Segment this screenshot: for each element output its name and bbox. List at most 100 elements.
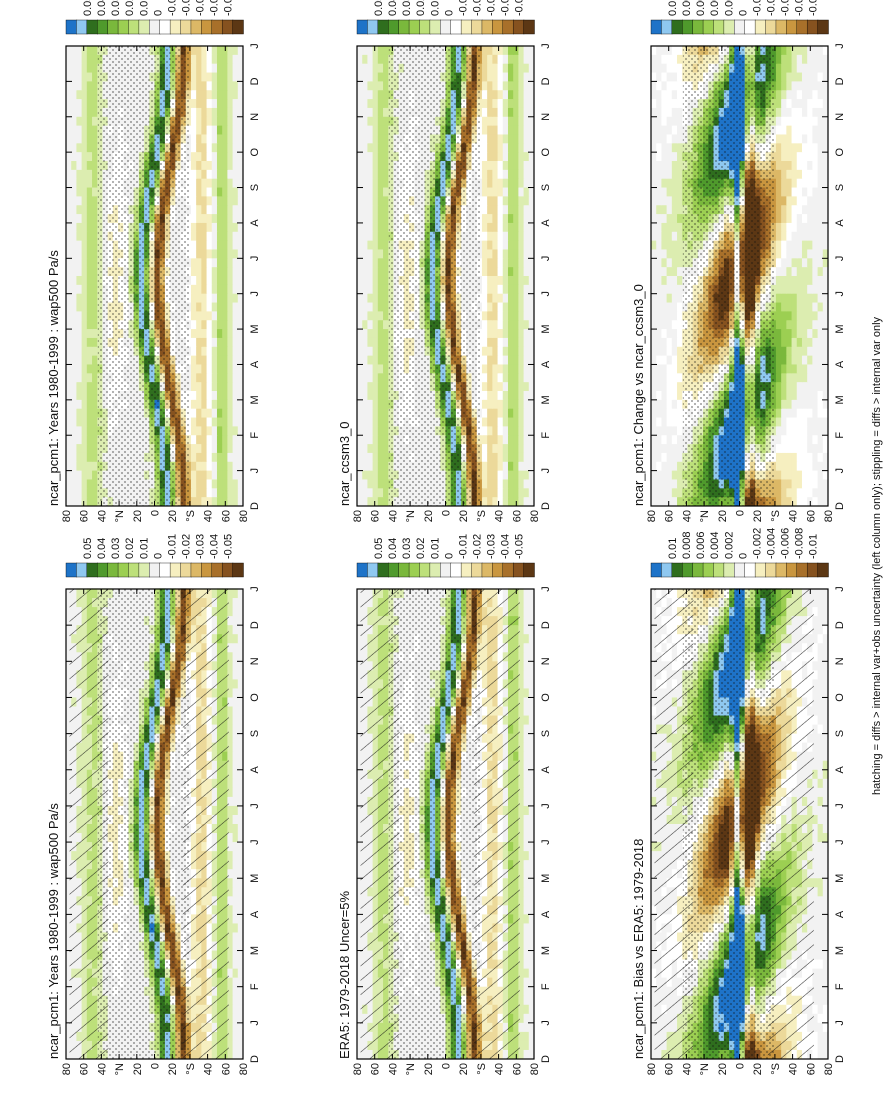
heat-cell bbox=[201, 178, 208, 188]
heat-cell bbox=[211, 478, 218, 489]
heat-cell bbox=[86, 266, 93, 276]
heat-cell bbox=[211, 98, 218, 108]
heat-cell bbox=[227, 381, 234, 391]
heat-cell bbox=[86, 434, 93, 445]
heat-cell bbox=[66, 151, 72, 161]
heat-cell bbox=[232, 54, 239, 64]
heat-cell bbox=[237, 642, 244, 653]
heat-cell bbox=[227, 496, 234, 506]
colorbar-swatch bbox=[117, 562, 130, 578]
heat-cell bbox=[523, 814, 530, 824]
heat-cell bbox=[92, 178, 98, 188]
heat-cell bbox=[201, 151, 208, 161]
x-tick-label: A bbox=[249, 765, 261, 773]
heat-cell bbox=[92, 54, 98, 64]
heat-cell bbox=[216, 443, 223, 453]
heat-cell bbox=[81, 116, 88, 126]
heat-cell bbox=[201, 443, 208, 453]
heat-cell bbox=[237, 615, 244, 626]
heat-cell bbox=[201, 275, 208, 285]
heat-cell bbox=[227, 416, 234, 427]
heat-cell bbox=[196, 381, 202, 391]
colorbar-label: -0.03 bbox=[194, 0, 206, 16]
heat-cell bbox=[92, 133, 98, 144]
heat-cell bbox=[211, 213, 218, 223]
heat-cell bbox=[216, 186, 223, 197]
heat-cell bbox=[232, 222, 239, 232]
heat-cell bbox=[232, 257, 239, 268]
heat-cell bbox=[196, 293, 202, 303]
heat-cell bbox=[201, 80, 208, 91]
panel-title: ncar_pcm1: Years 1980-1999 : wap500 Pa/s bbox=[46, 803, 61, 1059]
heat-cell bbox=[216, 355, 223, 365]
heat-cell bbox=[222, 63, 228, 73]
heat-cell bbox=[81, 301, 88, 312]
heat-cell bbox=[222, 195, 228, 206]
heat-cell bbox=[92, 381, 98, 391]
heat-cell bbox=[216, 248, 223, 259]
heat-cell bbox=[206, 54, 213, 64]
heat-cell bbox=[237, 633, 244, 644]
heat-cell bbox=[66, 381, 72, 391]
heat-cell bbox=[86, 328, 93, 338]
y-tick-label: 0 bbox=[150, 1063, 162, 1069]
heat-cell bbox=[232, 633, 239, 644]
heat-cell bbox=[76, 416, 83, 427]
heat-cell bbox=[76, 54, 83, 64]
colorbar-label: 0.05 bbox=[82, 538, 94, 559]
heat-cell bbox=[237, 1022, 244, 1032]
heat-cell bbox=[196, 151, 202, 161]
x-tick-label: M bbox=[249, 874, 261, 883]
colorbar-swatch bbox=[128, 562, 140, 578]
heat-cell bbox=[232, 995, 239, 1005]
heat-cell bbox=[92, 319, 98, 330]
heat-cell bbox=[211, 310, 218, 321]
heat-cell bbox=[227, 293, 234, 303]
heat-cell bbox=[71, 346, 78, 356]
heat-cell bbox=[76, 487, 83, 498]
heat-cell bbox=[66, 266, 72, 276]
heat-cell bbox=[206, 284, 213, 294]
colorbar-label: 0 bbox=[152, 10, 164, 16]
heat-cell bbox=[190, 71, 197, 82]
heat-cell bbox=[206, 390, 213, 400]
heat-cell bbox=[232, 71, 239, 82]
heat-cell bbox=[211, 381, 218, 391]
heat-cell bbox=[232, 213, 239, 223]
heat-cell bbox=[71, 151, 78, 161]
heat-cell bbox=[196, 328, 202, 338]
heat-cell bbox=[232, 408, 239, 418]
chart-panel: ncar_pcm1: Years 1980-1999 : wap500 Pa/s… bbox=[46, 0, 261, 522]
heat-cell bbox=[86, 293, 93, 303]
heat-cell bbox=[190, 390, 197, 400]
x-tick-label: F bbox=[249, 432, 261, 439]
heat-cell bbox=[190, 346, 197, 356]
heat-cell bbox=[523, 796, 530, 806]
heat-cell bbox=[76, 425, 83, 436]
heat-cell bbox=[232, 470, 239, 480]
heat-cell bbox=[232, 443, 239, 453]
heat-cell bbox=[66, 257, 72, 268]
heat-cell bbox=[86, 257, 93, 268]
heat-cell bbox=[76, 213, 83, 223]
heat-cell bbox=[206, 204, 213, 215]
heat-cell bbox=[227, 178, 234, 188]
heat-cell bbox=[232, 186, 239, 197]
heat-cell bbox=[222, 178, 228, 188]
heat-cell bbox=[92, 346, 98, 356]
heat-cell bbox=[196, 284, 202, 294]
heat-cell bbox=[71, 125, 78, 135]
x-tick-label: N bbox=[249, 113, 261, 121]
heat-cell bbox=[66, 355, 72, 365]
heat-cell bbox=[237, 1040, 244, 1050]
heat-cell bbox=[227, 372, 234, 383]
heat-cell bbox=[86, 355, 93, 365]
heat-cell bbox=[92, 257, 98, 268]
heat-cell bbox=[237, 751, 244, 761]
heat-cell bbox=[86, 160, 93, 170]
heat-cell bbox=[523, 742, 530, 752]
heat-cell bbox=[206, 63, 213, 73]
heat-cell bbox=[86, 381, 93, 391]
heat-cell bbox=[206, 346, 213, 356]
heat-cell bbox=[232, 796, 239, 806]
